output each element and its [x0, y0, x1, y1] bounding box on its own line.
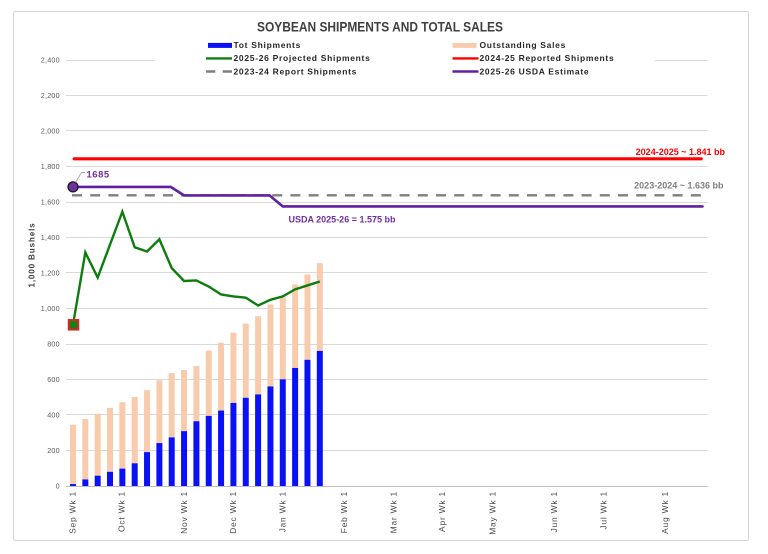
svg-text:Tot Shipments: Tot Shipments [234, 40, 302, 50]
svg-text:200: 200 [47, 446, 60, 455]
svg-text:1685: 1685 [87, 170, 110, 181]
svg-text:2,000: 2,000 [41, 126, 60, 135]
svg-text:1,600: 1,600 [41, 197, 60, 206]
svg-text:1,800: 1,800 [41, 162, 60, 171]
svg-text:Jan Wk 1: Jan Wk 1 [278, 491, 288, 532]
svg-text:2,200: 2,200 [41, 91, 60, 100]
svg-text:800: 800 [47, 339, 60, 348]
svg-text:Aug Wk 1: Aug Wk 1 [660, 491, 670, 534]
svg-text:Feb Wk 1: Feb Wk 1 [339, 491, 349, 533]
svg-text:Apr Wk 1: Apr Wk 1 [437, 491, 447, 532]
svg-text:Outstanding Sales: Outstanding Sales [480, 40, 567, 50]
svg-text:May Wk 1: May Wk 1 [488, 491, 498, 535]
svg-text:0: 0 [56, 481, 60, 490]
svg-text:2024-25 Reported Shipments: 2024-25 Reported Shipments [480, 53, 615, 63]
svg-text:Jul Wk 1: Jul Wk 1 [599, 491, 609, 530]
svg-text:Nov Wk 1: Nov Wk 1 [179, 491, 189, 534]
svg-text:1,400: 1,400 [41, 233, 60, 242]
svg-text:Jun Wk 1: Jun Wk 1 [549, 491, 559, 532]
svg-text:1,200: 1,200 [41, 268, 60, 277]
svg-text:2023-2024 ~ 1.636 bb: 2023-2024 ~ 1.636 bb [634, 181, 724, 191]
svg-text:400: 400 [47, 410, 60, 419]
svg-text:2025-26 Projected Shipments: 2025-26 Projected Shipments [234, 53, 371, 63]
svg-text:1,000: 1,000 [41, 304, 60, 313]
svg-text:2,400: 2,400 [41, 55, 60, 64]
svg-text:2024-2025 ~ 1.841 bb: 2024-2025 ~ 1.841 bb [636, 147, 726, 157]
svg-text:Mar Wk 1: Mar Wk 1 [389, 491, 399, 533]
svg-text:600: 600 [47, 375, 60, 384]
svg-text:USDA 2025-26 = 1.575 bb: USDA 2025-26 = 1.575 bb [289, 214, 396, 224]
svg-text:Sep Wk 1: Sep Wk 1 [68, 491, 78, 534]
svg-text:SOYBEAN SHIPMENTS AND TOTAL SA: SOYBEAN SHIPMENTS AND TOTAL SALES [257, 20, 503, 35]
svg-text:1,000 Bushels: 1,000 Bushels [28, 222, 37, 287]
svg-text:2025-26 USDA Estimate: 2025-26 USDA Estimate [480, 66, 590, 76]
svg-text:2023-24 Report Shipments: 2023-24 Report Shipments [234, 66, 358, 76]
svg-text:Oct Wk 1: Oct Wk 1 [117, 491, 127, 532]
svg-text:Dec Wk 1: Dec Wk 1 [228, 491, 238, 534]
